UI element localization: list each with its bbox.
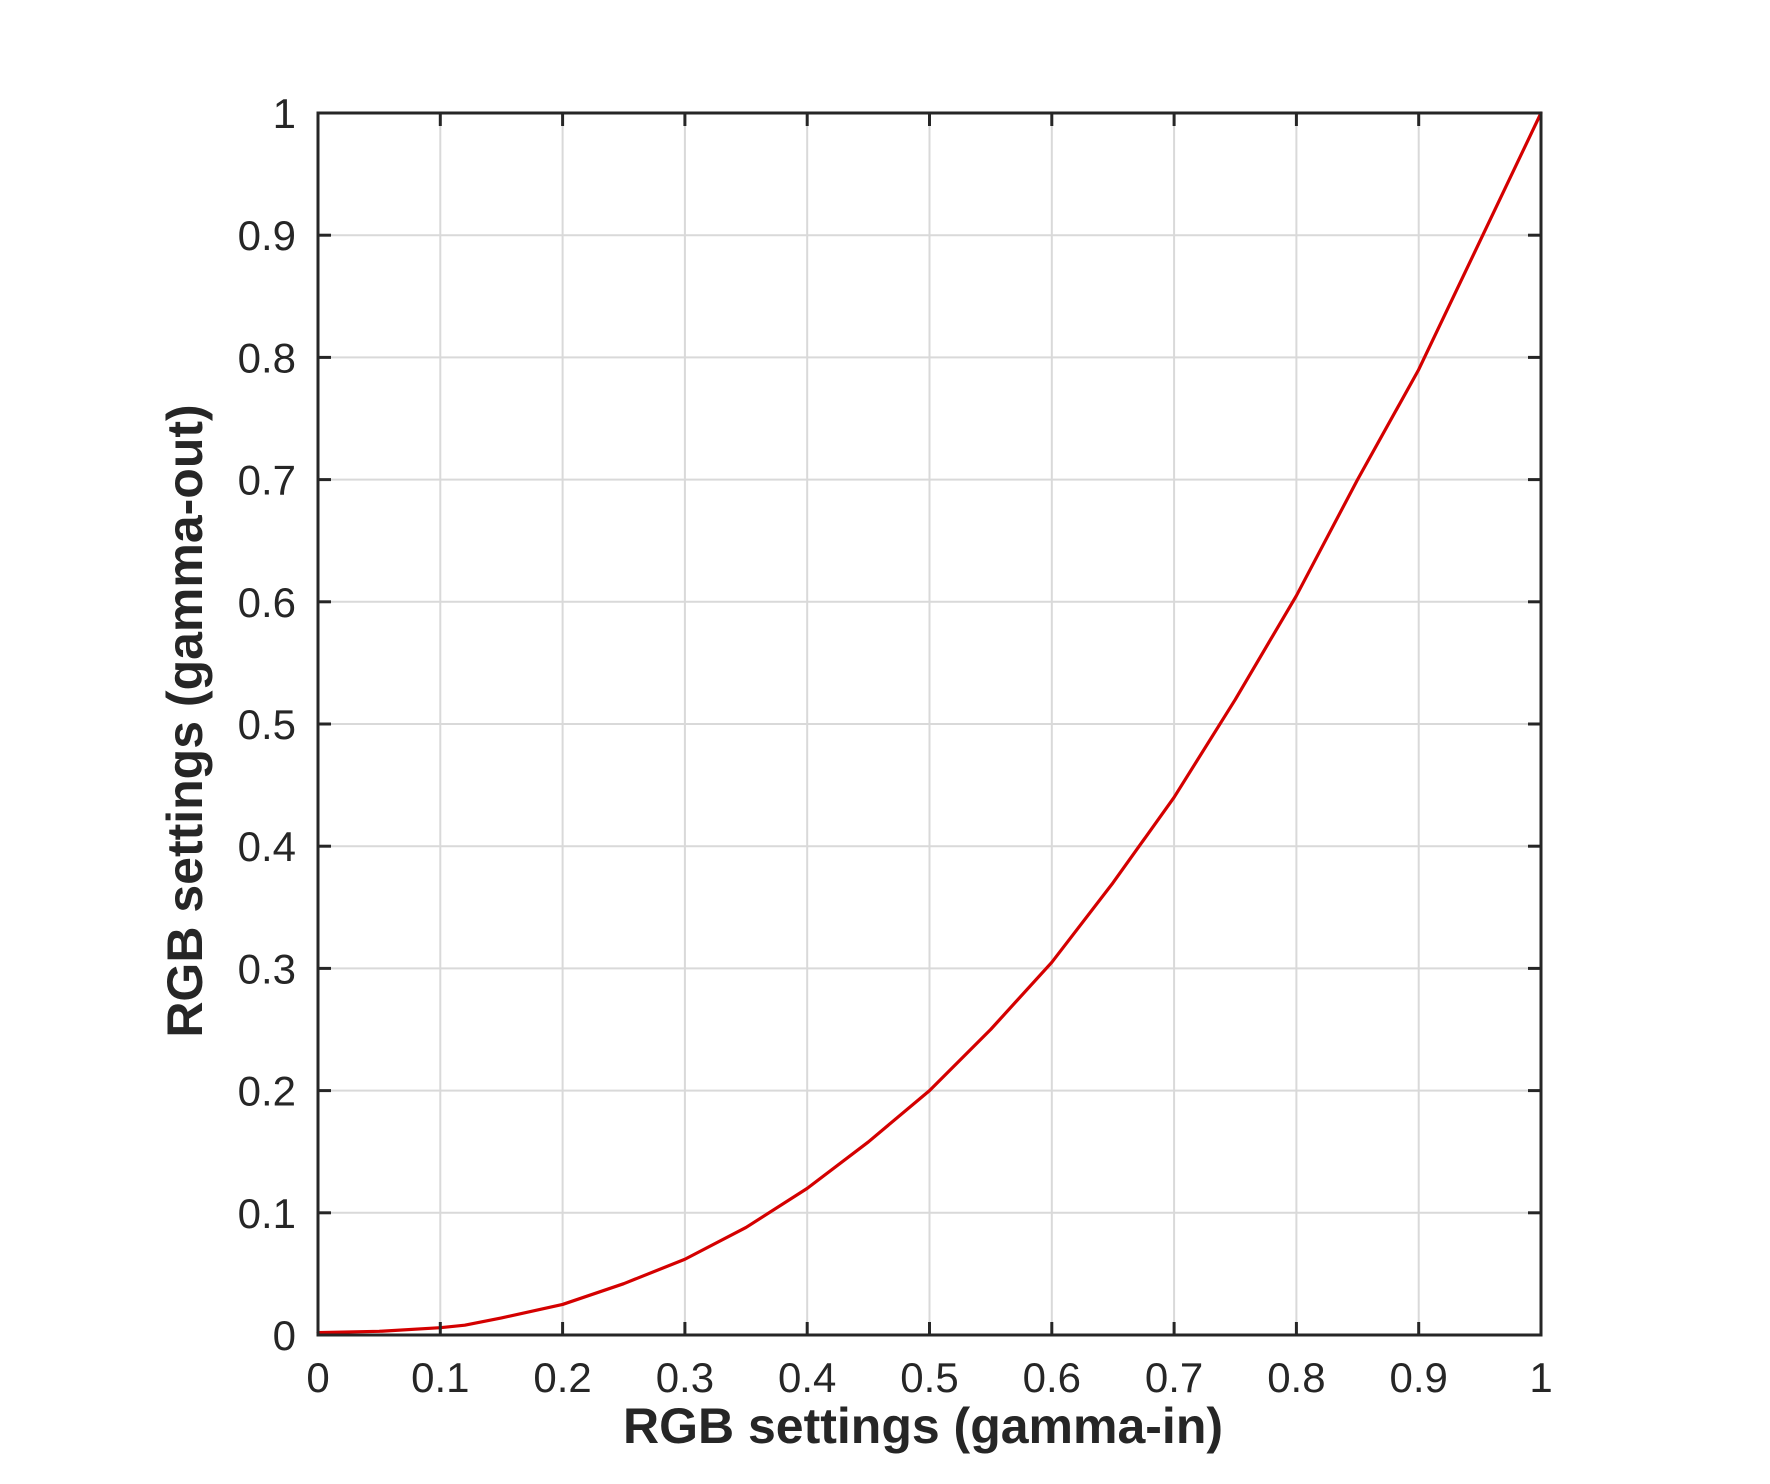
y-tick-label: 0.2 xyxy=(238,1068,296,1115)
x-tick-label: 0.5 xyxy=(900,1354,958,1401)
x-tick-label: 0.2 xyxy=(533,1354,591,1401)
x-tick-label: 0.3 xyxy=(656,1354,714,1401)
x-tick-label: 0.8 xyxy=(1267,1354,1325,1401)
tick-marks xyxy=(316,111,1543,1337)
y-tick-label: 0.4 xyxy=(238,823,296,870)
series-layer xyxy=(316,111,1543,1335)
y-tick-label: 0.9 xyxy=(238,212,296,259)
y-tick-label: 0.8 xyxy=(238,334,296,381)
x-tick-label: 0 xyxy=(306,1354,329,1401)
y-tick-label: 0.3 xyxy=(238,945,296,992)
x-tick-label: 0.1 xyxy=(411,1354,469,1401)
x-tick-label: 0.9 xyxy=(1390,1354,1448,1401)
x-tick-label: 0.6 xyxy=(1023,1354,1081,1401)
x-tick-label: 0.7 xyxy=(1145,1354,1203,1401)
y-tick-label: 0.7 xyxy=(238,457,296,504)
y-tick-label: 0 xyxy=(273,1312,296,1359)
y-axis-title: RGB settings (gamma-out) xyxy=(157,404,213,1037)
y-tick-label: 0.5 xyxy=(238,701,296,748)
y-tick-label: 1 xyxy=(273,90,296,137)
x-tick-label: 0.4 xyxy=(778,1354,836,1401)
y-tick-label: 0.1 xyxy=(238,1190,296,1237)
series-line xyxy=(316,111,1543,1335)
x-tick-label: 1 xyxy=(1529,1354,1552,1401)
x-axis-title: RGB settings (gamma-in) xyxy=(623,1398,1223,1454)
y-tick-label: 0.6 xyxy=(238,579,296,626)
tick-labels: 0 0.1 0.2 0.3 0.4 0.5 0.6 0.7 0.8 0.9 1 0 0.1 0.2 0.3 0… xyxy=(238,90,1553,1401)
